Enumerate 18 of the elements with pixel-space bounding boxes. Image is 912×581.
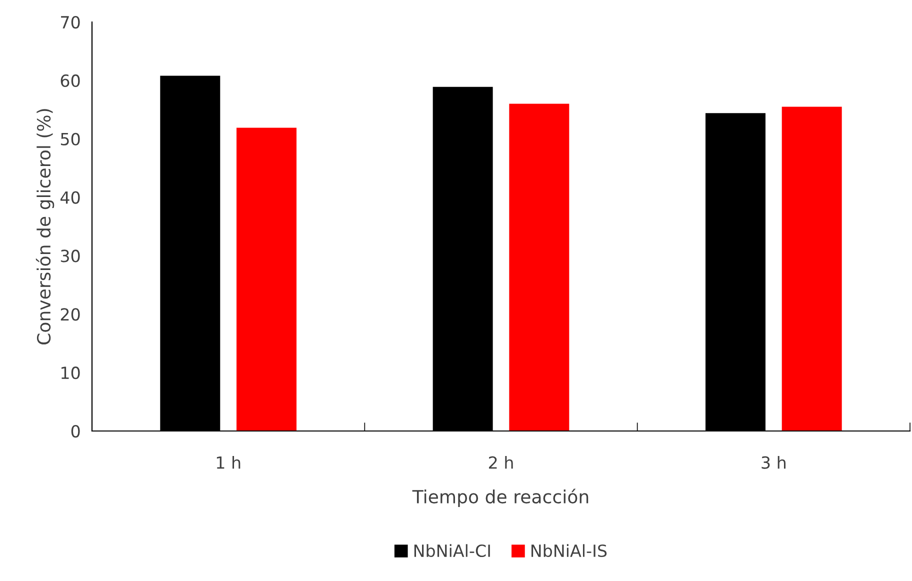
bar [236, 128, 296, 431]
y-tick-label: 50 [60, 132, 80, 146]
y-tick-label: 0 [71, 424, 80, 438]
y-tick-label: 20 [60, 308, 80, 321]
y-tick-label: 60 [60, 74, 80, 87]
x-axis-title: Tiempo de reacción [412, 488, 588, 507]
bar [782, 106, 842, 431]
y-tick-label: 10 [62, 366, 80, 380]
y-tick-label: 70 [61, 16, 80, 29]
y-tick-label: 40 [60, 191, 80, 204]
legend-label: NbNiAl-IS [531, 544, 607, 558]
y-axis-title: Conversión de glicerol (%) [36, 109, 54, 344]
legend-label: NbNiAl-CI [414, 544, 490, 558]
y-tick-label: 30 [60, 250, 80, 262]
x-tick-label: 2 h [488, 456, 513, 469]
x-tick-label: 1 h [216, 456, 240, 469]
bar [509, 104, 570, 431]
x-tick-label: 3 h [762, 456, 786, 469]
